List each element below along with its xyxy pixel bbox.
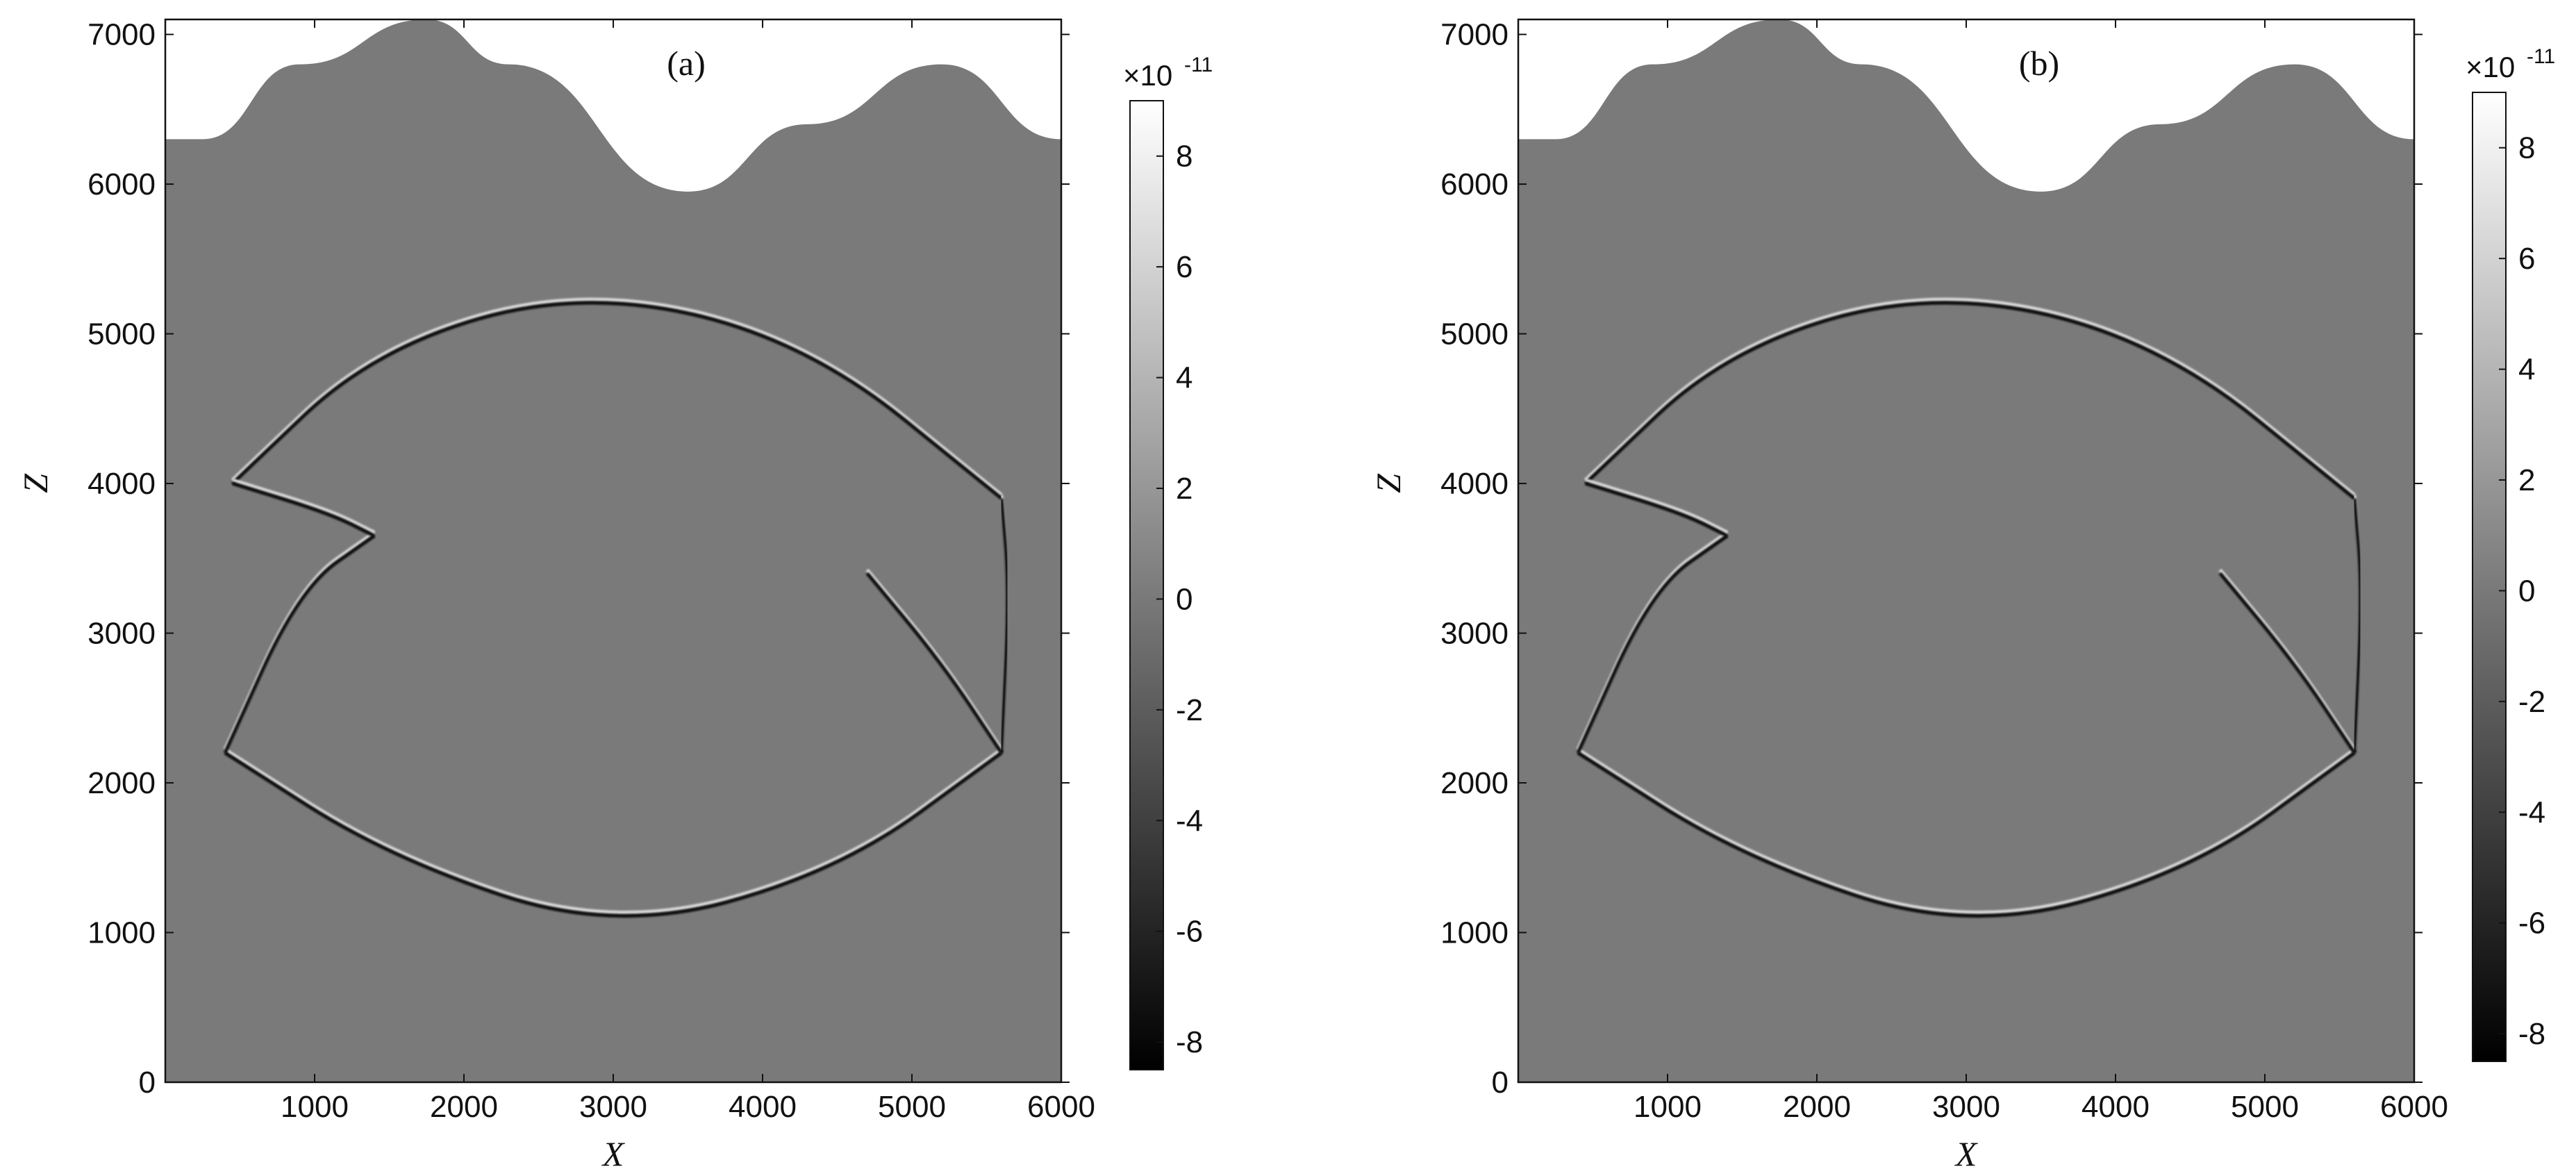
reflector-inner-arc-right [2218,572,2357,754]
colorbar-tick-label: -8 [1176,1025,1203,1059]
reflector-inner-arc-right [865,572,1004,754]
reflector-kink-left [1585,481,1729,538]
y-tick-label: 5000 [1440,317,1509,351]
image-field [165,19,1061,1082]
x-tick-label: 5000 [878,1090,946,1124]
reflector-upper-lens-top [1584,301,2356,500]
y-tick-label: 1000 [88,916,156,950]
colorbar-tick-label: 0 [1176,582,1193,616]
reflector-lower-lens-bottom [224,751,1003,918]
x-tick-label: 6000 [2380,1090,2448,1124]
y-tick-label: 6000 [88,167,156,201]
colorbar-tick-label: 4 [1176,361,1193,395]
reflector-kink-left-light [232,478,376,534]
panel-0: 1000 2000 3000 4000 5000 6000 0 1000 2000 3000 400… [16,18,1213,1173]
reflector-group [223,297,1009,918]
y-tick-label: 0 [1492,1066,1509,1100]
colorbar-tick-label: -2 [1176,693,1203,727]
y-tick-label: 3000 [1440,617,1509,651]
reflector-kink-right [2352,498,2362,754]
reflector-group [1576,297,2362,918]
colorbar-tick-label: 6 [1176,250,1193,284]
x-tick-label: 4000 [2081,1090,2150,1124]
colorbar-exponent-power: -11 [1184,53,1213,76]
colorbar-tick-label: 2 [2518,463,2535,497]
x-tick-label: 3000 [579,1090,647,1124]
y-tick-label: 2000 [88,766,156,800]
reflector-upper-lens-top-light [1584,297,2356,497]
y-tick-label: 2000 [1440,766,1509,800]
x-tick-label: 1000 [281,1090,349,1124]
reflector-upper-lens-top [231,301,1003,500]
y-tick-label: 7000 [1440,18,1509,52]
y-tick-label: 6000 [1440,167,1509,201]
reflector-kink-left [232,481,376,538]
y-axis-label: Z [16,473,55,493]
y-tick-label: 1000 [1440,916,1509,950]
colorbar-tick-label: -4 [1176,804,1203,838]
x-tick-label: 6000 [1027,1090,1095,1124]
colorbar-tick-label: 8 [1176,140,1193,174]
y-tick-label: 3000 [88,617,156,651]
reflector-kink-right [999,498,1009,754]
reflector-kink-left-light [1585,478,1729,534]
reflector-inner-arc-right-light [2218,568,2357,751]
reflector-lower-lens-bottom-light [1577,747,2356,915]
colorbar-tick-label: 4 [2518,353,2535,387]
reflector-upper-lens-top-light [231,297,1003,497]
y-tick-label: 7000 [88,18,156,52]
x-tick-label: 1000 [1634,1090,1702,1124]
y-tick-label: 4000 [1440,467,1509,501]
colorbar-tick-label: -8 [2518,1017,2545,1051]
y-tick-label: 4000 [88,467,156,501]
x-tick-label: 4000 [729,1090,797,1124]
x-tick-label: 2000 [1783,1090,1851,1124]
x-axis-label: X [601,1134,626,1173]
colorbar-tick-label: 0 [2518,574,2535,608]
y-tick-label: 0 [139,1066,156,1100]
reflector-lower-lens-bottom-light [224,747,1003,915]
reflector-lower-lens-bottom [1577,751,2356,918]
reflector-inner-arc-left [223,534,376,754]
reflector-inner-arc-right-light [865,568,1004,751]
colorbar-tick-label: -6 [2518,906,2545,941]
image-field [1518,19,2414,1082]
y-axis-label: Z [1369,473,1408,493]
y-tick-label: 5000 [88,317,156,351]
colorbar-tick-label: 2 [1176,472,1193,506]
x-axis-label: X [1954,1134,1979,1173]
panels: 1000 2000 3000 4000 5000 60000100020003000400… [16,18,2555,1173]
reflector-inner-arc-left [1576,534,1729,754]
x-tick-label: 5000 [2231,1090,2299,1124]
colorbar-tick-label: 8 [2518,131,2535,165]
colorbar-tick-label: -6 [1176,915,1203,949]
panel-1: 1000 2000 3000 4000 5000 6000 0 1000 2000 3000 400… [1369,18,2555,1173]
colorbar-tick-label: 6 [2518,242,2535,276]
colorbar [2472,92,2507,1062]
colorbar-exponent-power: -11 [2527,45,2555,68]
panel-label: (b) [2019,44,2059,83]
x-tick-label: 2000 [430,1090,498,1124]
colorbar [1129,100,1164,1070]
colorbar-exponent: ×10 [2466,51,2515,83]
colorbar-tick-label: -4 [2518,795,2545,829]
x-tick-label: 3000 [1932,1090,2000,1124]
panel-label: (a) [667,44,706,83]
colorbar-exponent: ×10 [1123,59,1172,92]
colorbar-tick-label: -2 [2518,685,2545,719]
